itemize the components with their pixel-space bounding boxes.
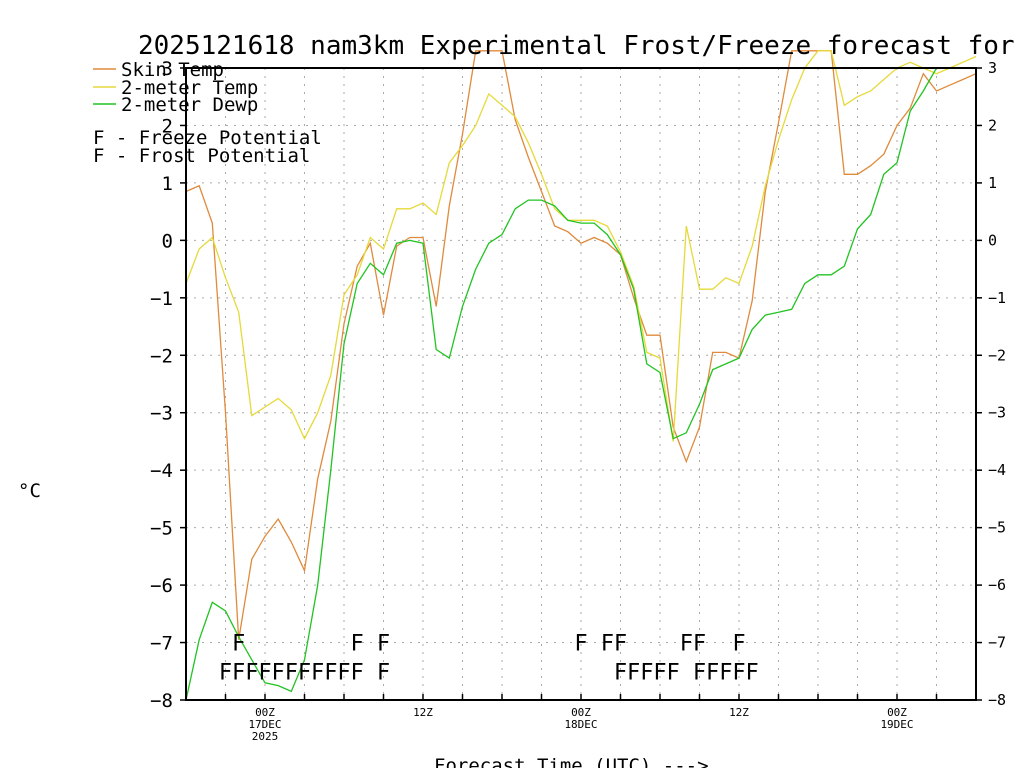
- freeze-marker: F: [272, 661, 285, 686]
- freeze-marker: F: [311, 661, 324, 686]
- potential-markers: F F F F F F F F FF F F F F F F F F F F F F F F F F F F F F F: [219, 632, 759, 686]
- y2-tick-label: 0: [988, 231, 997, 249]
- freeze-marker: F: [324, 661, 337, 686]
- y-tick-label: −4: [150, 460, 173, 482]
- y-tick-label: −1: [150, 288, 173, 310]
- y-tick-label: 3: [162, 58, 173, 80]
- freeze-marker: F: [693, 661, 706, 686]
- y2-tick-label: 2: [988, 116, 997, 134]
- freeze-marker: F: [627, 661, 640, 686]
- freeze-marker: F: [258, 661, 271, 686]
- freeze-marker: F: [667, 661, 680, 686]
- legend-label-2m-temp: 2-meter Temp: [121, 77, 258, 99]
- y2-tick-label: 3: [988, 59, 997, 77]
- frost-marker: F: [680, 632, 693, 657]
- x-tick-label: 17DEC: [248, 718, 281, 731]
- x-axis-label: Forecast Time (UTC) --->: [434, 755, 709, 768]
- freeze-marker: F: [614, 661, 627, 686]
- freeze-marker: F: [337, 661, 350, 686]
- y2-tick-label: −4: [988, 461, 1006, 479]
- y-tick-label: 2: [162, 115, 173, 137]
- grid-lines: [186, 68, 976, 700]
- frost-marker: F: [232, 632, 245, 657]
- freeze-marker: F: [706, 661, 719, 686]
- freeze-marker: F: [746, 661, 759, 686]
- freeze-marker: F: [377, 661, 390, 686]
- x-tick-label: 2025: [252, 730, 279, 743]
- legend-label-2m-dewp: 2-meter Dewp: [121, 94, 258, 116]
- y2-tick-label: −8: [988, 691, 1006, 709]
- freeze-marker: F: [653, 661, 666, 686]
- legend-frost-potential: F - Frost Potential: [93, 145, 310, 167]
- series-lines: [185, 50, 977, 701]
- frost-marker: F: [601, 632, 614, 657]
- x-tick-label: 00Z: [571, 706, 591, 719]
- frost-marker: F: [693, 632, 706, 657]
- y2-tick-label: −6: [988, 576, 1006, 594]
- x-tick-label: 12Z: [729, 706, 749, 719]
- y-tick-label: 1: [162, 173, 173, 195]
- freeze-marker: F: [219, 661, 232, 686]
- freeze-marker: F: [351, 661, 364, 686]
- freeze-marker: F: [245, 661, 258, 686]
- x-tick-label: 18DEC: [564, 718, 597, 731]
- axis-ticks: −8 −7 −6 −5 −4 −3 −2 −1 0 1 2 3 −8 −7 −6 −5 −4 −3 −2 −1 0 1 2 3…: [150, 58, 1006, 743]
- x-tick-label: 19DEC: [880, 718, 913, 731]
- y-tick-label: −7: [150, 633, 173, 655]
- y-tick-label: −3: [150, 403, 173, 425]
- series-line-skin-temp: [185, 50, 977, 640]
- legend: Skin Temp 2-meter Temp 2-meter Dewp F - …: [93, 59, 322, 167]
- freeze-marker: F: [719, 661, 732, 686]
- x-tick-label: 00Z: [255, 706, 275, 719]
- chart-title: 2025121618 nam3km Experimental Frost/Fre…: [138, 31, 1024, 61]
- y2-tick-label: −1: [988, 289, 1006, 307]
- series-line-2-meter-temp: [185, 50, 977, 442]
- y2-tick-label: −3: [988, 404, 1006, 422]
- freeze-marker: F: [298, 661, 311, 686]
- y-tick-label: −8: [150, 690, 173, 712]
- y-tick-label: −5: [150, 518, 173, 540]
- freeze-marker: F: [640, 661, 653, 686]
- y2-tick-label: −5: [988, 519, 1006, 537]
- legend-freeze-potential: F - Freeze Potential: [93, 127, 322, 149]
- freeze-marker: F: [285, 661, 298, 686]
- y-tick-label: −6: [150, 575, 173, 597]
- y-tick-label: −2: [150, 345, 173, 367]
- x-tick-label: 00Z: [887, 706, 907, 719]
- y2-tick-label: −7: [988, 634, 1006, 652]
- frost-marker: F: [614, 632, 627, 657]
- y2-tick-label: 1: [988, 174, 997, 192]
- series-line-2-meter-dewp: [185, 67, 976, 701]
- legend-label-skin-temp: Skin Temp: [121, 59, 224, 81]
- frost-marker: F: [732, 632, 745, 657]
- y2-tick-label: −2: [988, 346, 1006, 364]
- x-tick-label: 12Z: [413, 706, 433, 719]
- freeze-marker: F: [232, 661, 245, 686]
- frost-marker: F: [377, 632, 390, 657]
- y-axis-label: °C: [18, 480, 41, 502]
- frost-marker: F: [574, 632, 587, 657]
- freeze-marker: F: [732, 661, 745, 686]
- y-tick-label: 0: [162, 230, 173, 252]
- frost-marker: F: [351, 632, 364, 657]
